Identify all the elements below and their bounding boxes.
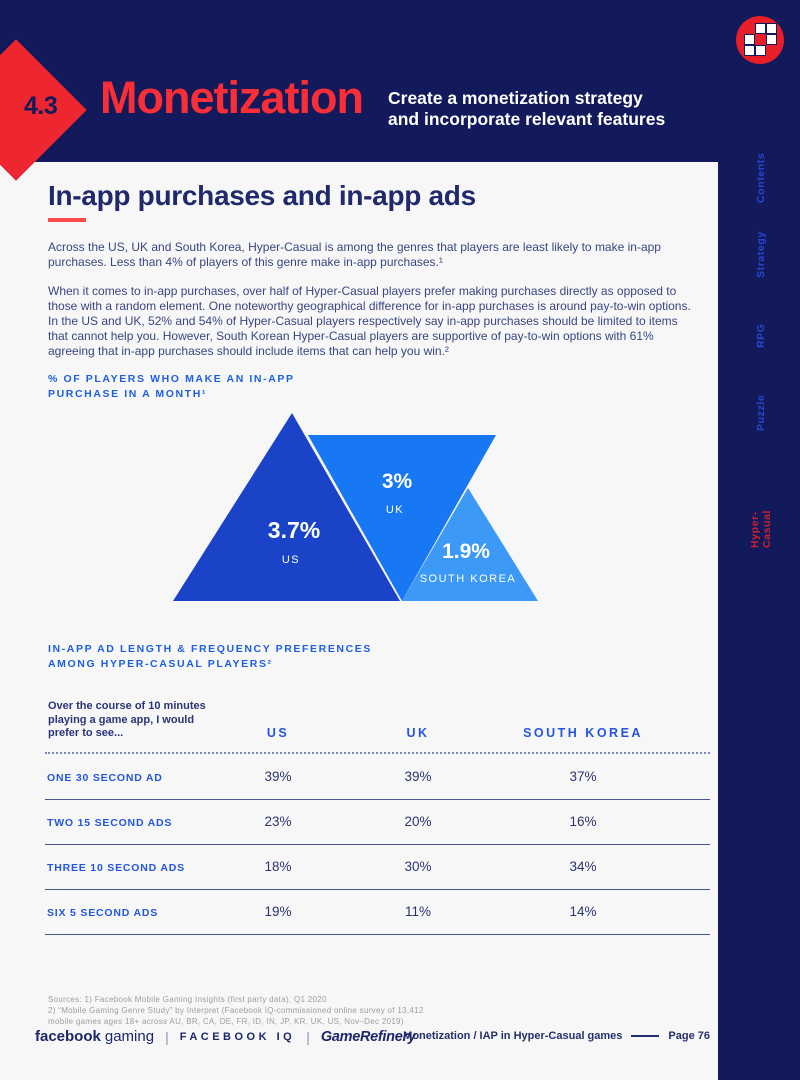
- table-row: TWO 15 SECOND ADS 23% 20% 16%: [45, 807, 710, 845]
- pyramid-chart-title: % OF PLAYERS WHO MAKE AN IN-APP PURCHASE…: [48, 372, 295, 402]
- pyramid-chart-title-line2: PURCHASE IN A MONTH¹: [48, 388, 207, 400]
- page-title: Monetization: [100, 72, 364, 123]
- us-value: 3.7%: [268, 517, 320, 543]
- paragraph-1: Across the US, UK and South Korea, Hyper…: [48, 240, 661, 269]
- ad-table-title: IN-APP AD LENGTH & FREQUENCY PREFERENCES…: [48, 642, 372, 672]
- facebook-logo: facebook: [35, 1028, 101, 1045]
- cell-uk: 30%: [404, 859, 432, 874]
- gamerefinery-logo: GameRefinery: [320, 1028, 416, 1045]
- uk-label: UK: [386, 504, 404, 516]
- row-label: THREE 10 SECOND ADS: [47, 862, 185, 874]
- sources-line2: 2) “Mobile Gaming Genre Study” by Interp…: [48, 1006, 424, 1015]
- row-label: SIX 5 SECOND ADS: [47, 907, 159, 919]
- table-intro: Over the course of 10 minutes playing a …: [48, 700, 206, 741]
- footer-logos: facebook gaming | FACEBOOK IQ | GameRefi…: [35, 1028, 416, 1045]
- page-subtitle-line2: and incorporate relevant features: [388, 109, 666, 129]
- sources-line3: mobile games ages 18+ across AU, BR, CA,…: [48, 1017, 404, 1026]
- triangle-us: [173, 413, 400, 601]
- table-column-headers: US UK SOUTH KOREA: [45, 726, 710, 746]
- page-footer: facebook gaming | FACEBOOK IQ | GameRefi…: [0, 1026, 710, 1052]
- column-header-us: US: [266, 726, 290, 740]
- cell-us: 39%: [264, 769, 292, 784]
- ad-table-title-line1: IN-APP AD LENGTH & FREQUENCY PREFERENCES: [48, 643, 373, 655]
- blocks-grid: [744, 23, 777, 56]
- cell-us: 23%: [264, 814, 292, 829]
- pyramid-chart: 3.7% US 3% UK 1.9% SOUTH KOREA: [173, 413, 538, 601]
- page-number: Page 76: [668, 1030, 710, 1042]
- south-korea-label: SOUTH KOREA: [420, 573, 517, 585]
- sources-line1: Sources: 1) Facebook Mobile Gaming Insig…: [48, 995, 327, 1004]
- cell-us: 18%: [264, 859, 292, 874]
- row-label: ONE 30 SECOND AD: [47, 772, 163, 784]
- footer-section-label: Monetization / IAP in Hyper-Casual games: [403, 1030, 623, 1042]
- blocks-logo-icon: [736, 16, 784, 64]
- row-label: TWO 15 SECOND ADS: [47, 817, 173, 829]
- table-intro-line3: prefer to see...: [48, 727, 124, 739]
- footer-page-info: Monetization / IAP in Hyper-Casual games…: [403, 1030, 710, 1042]
- sources-note: Sources: 1) Facebook Mobile Gaming Insig…: [48, 994, 424, 1027]
- content-card: In-app purchases and in-app ads Across t…: [0, 162, 718, 1080]
- facebook-iq-logo: FACEBOOK IQ: [179, 1030, 296, 1043]
- us-label: US: [282, 554, 300, 566]
- block-square-icon: [766, 34, 777, 45]
- block-square-icon: [755, 23, 766, 34]
- table-row: ONE 30 SECOND AD 39% 39% 37%: [45, 762, 710, 800]
- table-row: THREE 10 SECOND ADS 18% 30% 34%: [45, 852, 710, 890]
- cell-south-korea: 37%: [569, 769, 597, 784]
- block-square-icon: [755, 45, 766, 56]
- table-intro-line2: playing a game app, I would: [48, 713, 195, 726]
- cell-south-korea: 14%: [569, 904, 597, 919]
- logo-separator: |: [165, 1028, 169, 1045]
- column-header-south-korea: SOUTH KOREA: [523, 726, 643, 740]
- page-subtitle: Create a monetization strategy and incor…: [388, 88, 665, 130]
- sidebar-item-strategy[interactable]: Strategy: [755, 231, 767, 279]
- facebook-gaming-logo: gaming: [104, 1028, 155, 1045]
- sidebar-item-hyper-casual[interactable]: Hyper-Casual: [749, 509, 773, 548]
- sidebar-item-puzzle[interactable]: Puzzle: [755, 394, 767, 432]
- block-square-icon: [766, 23, 777, 34]
- table-header-divider: [45, 752, 710, 754]
- cell-south-korea: 34%: [569, 859, 597, 874]
- block-square-icon: [744, 34, 755, 45]
- block-square-icon: [744, 45, 755, 56]
- heading-underline: [48, 218, 86, 222]
- footer-dash: [631, 1035, 660, 1037]
- pyramid-chart-title-line1: % OF PLAYERS WHO MAKE AN IN-APP: [48, 373, 295, 385]
- column-header-uk: UK: [406, 726, 430, 740]
- page-subtitle-line1: Create a monetization strategy: [388, 88, 643, 108]
- cell-uk: 11%: [404, 904, 432, 919]
- paragraph-2: When it comes to in-app purchases, over …: [48, 284, 691, 358]
- article-heading: In-app purchases and in-app ads: [48, 180, 476, 211]
- table-row: SIX 5 SECOND ADS 19% 11% 14%: [45, 897, 710, 935]
- uk-value: 3%: [382, 470, 413, 493]
- ad-table-title-line2: AMONG HYPER-CASUAL PLAYERS²: [48, 658, 273, 670]
- cell-uk: 20%: [404, 814, 432, 829]
- triangle-uk: [308, 435, 496, 601]
- south-korea-value: 1.9%: [442, 540, 490, 563]
- sidebar-item-contents[interactable]: Contents: [755, 152, 767, 204]
- cell-uk: 39%: [404, 769, 432, 784]
- logo-separator: |: [306, 1028, 310, 1045]
- triangle-south-korea: [402, 488, 538, 601]
- cell-us: 19%: [264, 904, 292, 919]
- table-intro-line1: Over the course of 10 minutes: [48, 700, 206, 712]
- cell-south-korea: 16%: [569, 814, 597, 829]
- section-number: 4.3: [24, 92, 58, 120]
- sidebar-item-rpg[interactable]: RPG: [755, 323, 767, 349]
